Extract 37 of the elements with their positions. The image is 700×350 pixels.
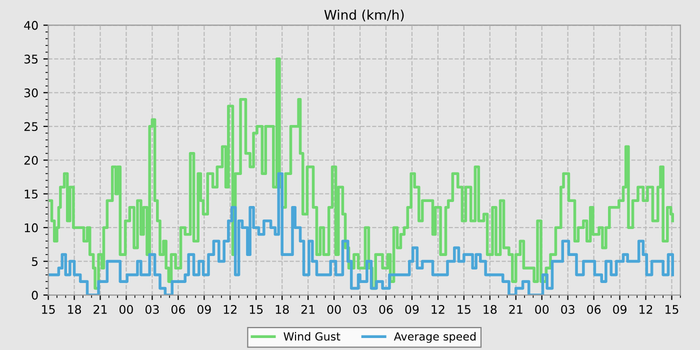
y-tick-label: 30 (24, 88, 38, 98)
x-tick-label: 12 (432, 304, 444, 314)
x-tick-label: 18 (276, 304, 289, 314)
y-tick-label: 40 (24, 20, 38, 30)
x-tick-label: 09 (613, 304, 626, 314)
x-tick-label: 06 (171, 304, 185, 314)
x-tick-label: 15 (458, 305, 470, 314)
y-tick-label: 15 (24, 190, 38, 199)
x-tick-label: 15 (250, 305, 263, 314)
legend-label: Wind Gust (284, 332, 340, 341)
y-tick-label: 35 (24, 54, 38, 64)
y-tick-label: 5 (32, 257, 38, 266)
legend-label: Average speed (394, 332, 476, 343)
x-tick-label: 06 (379, 304, 393, 314)
x-tick-label: 03 (561, 304, 574, 314)
x-tick-label: 03 (145, 304, 159, 314)
x-tick-label: 18 (484, 304, 497, 314)
x-tick-label: 03 (353, 304, 367, 314)
x-tick-label: 09 (405, 304, 419, 314)
x-tick-label: 12 (224, 304, 236, 314)
x-tick-label: 15 (666, 305, 678, 314)
chart-title: Wind (km/h) (324, 10, 404, 22)
x-tick-label: 21 (509, 304, 522, 314)
x-tick-label: 21 (94, 304, 107, 314)
x-tick-label: 15 (42, 305, 55, 314)
x-tick-label: 09 (197, 304, 211, 314)
x-tick-label: 12 (640, 304, 652, 314)
x-tick-label: 00 (119, 304, 133, 314)
x-tick-label: 06 (587, 304, 601, 314)
y-tick-label: 0 (32, 290, 38, 300)
y-tick-label: 10 (24, 223, 38, 232)
x-tick-label: 00 (535, 304, 549, 314)
y-tick-label: 20 (24, 156, 38, 165)
x-tick-label: 21 (301, 304, 314, 314)
y-tick-label: 25 (24, 122, 38, 132)
x-tick-label: 00 (327, 304, 341, 314)
x-tick-label: 18 (68, 304, 81, 314)
